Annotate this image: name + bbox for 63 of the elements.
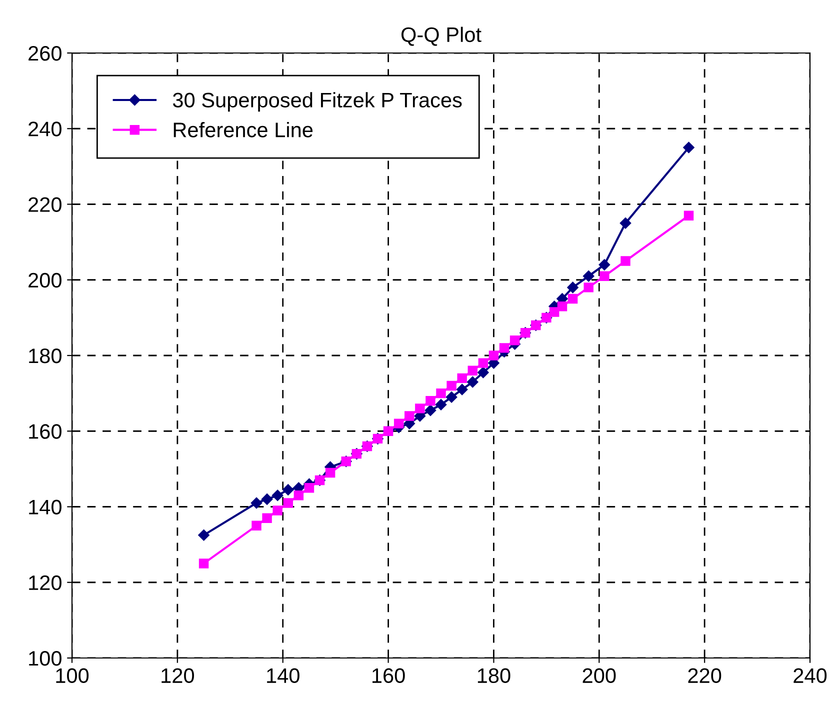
legend-label: Reference Line <box>174 122 313 138</box>
point <box>198 558 209 568</box>
point <box>283 498 293 508</box>
point <box>404 411 414 421</box>
y-tick-label: 180 <box>29 348 62 364</box>
point <box>478 366 489 378</box>
x-tick-label: 160 <box>372 668 405 684</box>
x-tick-label: 240 <box>794 668 827 684</box>
point <box>272 490 284 502</box>
point <box>426 396 436 406</box>
point <box>261 494 273 505</box>
point <box>598 259 610 270</box>
point <box>250 497 262 509</box>
point <box>468 366 478 376</box>
y-tick-label: 120 <box>29 575 62 590</box>
point <box>620 218 632 229</box>
point <box>394 418 404 428</box>
x-tick-label: 180 <box>478 668 510 684</box>
point <box>683 142 694 154</box>
y-tick-label: 260 <box>28 46 62 61</box>
point <box>424 404 436 416</box>
point <box>282 484 294 496</box>
point <box>568 294 578 304</box>
point <box>510 336 520 346</box>
point <box>446 391 458 403</box>
point <box>567 282 578 294</box>
point <box>294 490 304 500</box>
point <box>499 343 510 353</box>
y-tick-label: 240 <box>28 122 62 136</box>
point <box>600 271 610 281</box>
point <box>252 520 262 531</box>
x-tick-label: 120 <box>162 668 194 684</box>
point <box>549 307 560 317</box>
point <box>684 210 694 220</box>
point <box>457 373 467 384</box>
point <box>262 513 272 523</box>
point <box>415 404 425 414</box>
y-tick-label: 160 <box>29 424 62 439</box>
point <box>584 282 594 292</box>
x-tick-label: 140 <box>267 668 300 684</box>
point <box>198 530 210 541</box>
chart-title: Q-Q Plot <box>401 26 482 46</box>
point <box>456 384 468 396</box>
point <box>435 399 447 410</box>
point <box>446 380 456 391</box>
point <box>488 350 499 360</box>
point <box>557 301 568 312</box>
x-tick-label: 100 <box>56 668 89 684</box>
x-tick-label: 200 <box>582 668 616 684</box>
y-tick-label: 140 <box>29 500 62 515</box>
point <box>582 270 594 282</box>
y-tick-label: 100 <box>29 651 62 666</box>
point <box>436 388 446 398</box>
point <box>478 358 488 368</box>
point <box>467 376 478 388</box>
point <box>272 506 282 516</box>
y-tick-label: 200 <box>28 272 62 288</box>
point <box>620 256 630 266</box>
y-tick-label: 220 <box>28 197 62 212</box>
point <box>304 482 314 493</box>
x-tick-label: 220 <box>688 668 722 684</box>
legend-label: 30 Superposed Fitzek P Traces <box>172 92 462 112</box>
point <box>325 468 336 478</box>
